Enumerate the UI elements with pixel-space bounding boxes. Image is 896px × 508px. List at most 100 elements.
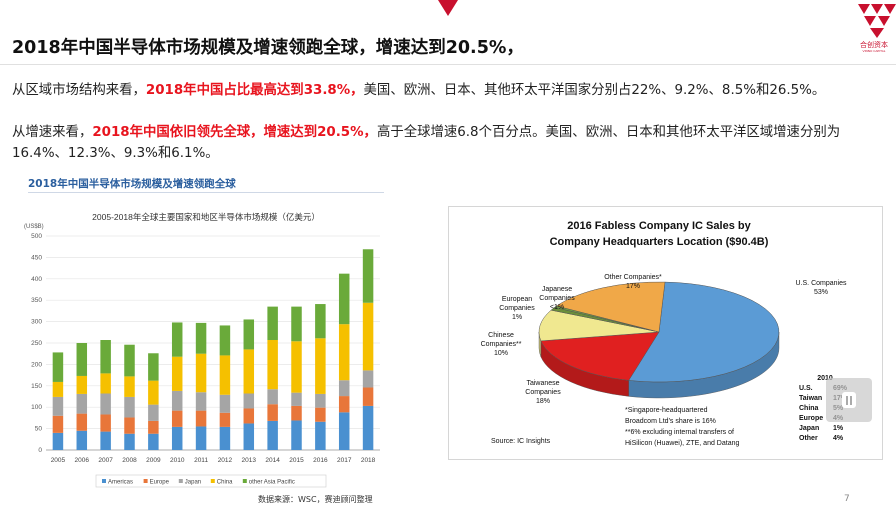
bar-segment [315,304,326,339]
y-axis-label: (US$B) [24,224,44,230]
table-row-label: China [799,405,819,412]
bar-segment [124,344,135,377]
bar-segment [52,432,64,450]
bar-segment [243,408,255,424]
legend-swatch [210,479,215,483]
bar-segment [171,356,183,391]
x-tick-label: 2009 [146,457,161,464]
bar-segment [338,396,350,413]
bar-segment [338,380,350,397]
bar-segment [124,396,135,418]
bar-segment [76,430,88,450]
table-row-label: U.S. [799,385,813,392]
pie-note: Broadcom Ltd's share is 16% [625,418,716,425]
bar-segment [315,407,326,422]
y-tick-label: 50 [35,426,43,433]
bar-segment [148,380,159,405]
bar-segment [267,306,278,341]
pie-note: *Singapore-headquartered [625,407,708,414]
pie-slice-label: European Companies 1% [499,296,535,321]
table-row-label: Other [799,435,818,442]
pie-slice-label: Taiwanese Companies 18% [525,380,561,405]
x-tick-label: 2007 [98,457,113,464]
y-tick-label: 0 [38,447,42,454]
title-divider [0,64,896,65]
slide-title: 2018年中国半导体市场规模及增速领跑全球，增速达到20.5%， [12,38,524,58]
bar-segment [100,373,111,394]
y-tick-label: 400 [31,276,42,283]
legend-swatch [178,479,183,483]
logo-text: 合创资本 [860,41,888,49]
bar-segment [100,340,111,374]
x-tick-label: 2013 [242,457,257,464]
bar-segment [124,376,135,397]
bar-segment [243,349,255,394]
y-tick-label: 450 [31,254,42,261]
left-section-title: 2018年中国半导体市场规模及增速领跑全球 [28,178,236,190]
bar-segment [124,417,135,434]
table-row-value: 1% [833,425,844,432]
legend-swatch [143,479,148,483]
bar-segment [267,340,278,390]
paragraph1-highlight: 2018年中国占比最高达到33.8%， [145,83,364,98]
bar-segment [243,423,255,450]
bar-segment [291,392,302,406]
bar-segment [171,410,183,427]
bar-segment [362,249,374,303]
bar-segment [219,325,231,356]
legend-swatch [102,479,106,483]
pause-icon[interactable] [841,390,857,410]
bar-segment [315,338,326,394]
pie-note: HiSilicon (Huawei), ZTE, and Datang [625,440,739,447]
bar-segment [195,426,207,450]
bar-segment [338,273,350,325]
bar-segment [291,405,302,421]
y-tick-label: 200 [31,361,42,368]
x-tick-label: 2005 [51,457,66,464]
legend-label: Europe [150,480,170,486]
pie-note: **6% excluding internal transfers of [625,429,734,436]
x-tick-label: 2006 [75,457,90,464]
paragraph2-highlight: 2018年中国依旧领先全球，增速达到20.5%， [92,125,377,140]
bar-segment [291,306,302,342]
bar-segment [76,393,88,414]
paragraph2-post: 高于全球增速6.8个百分点。美国、欧洲、日本和其他环太平洋区域增速分别为16.4… [12,125,841,161]
paragraph-growth: 从增速来看，2018年中国依旧领先全球，增速达到20.5%，高于全球增速6.8个… [12,122,862,164]
pie-source: Source: IC Insights [491,438,551,445]
bar-segment [195,410,207,427]
x-tick-label: 2010 [170,457,185,464]
bar-segment [148,404,159,421]
page-number: 7 [844,494,850,504]
table-row-label: Taiwan [799,395,822,402]
bar-segment [76,343,88,376]
bar-segment [124,433,135,450]
bar-segment [148,420,159,434]
bar-segment [52,415,64,433]
legend-swatch [242,479,247,483]
bar-segment [195,392,207,411]
bar-segment [219,394,231,413]
pie-slice [538,309,660,342]
pie-slice-label: Japanese Companies <1% [539,286,575,311]
logo-triangles-icon [858,4,896,38]
pie-slice-label: Chinese Companies** 10% [481,332,522,357]
fabless-pie-panel: 2016 Fabless Company IC Sales by Company … [448,206,883,460]
bar-segment [243,319,255,350]
stacked-bar-chart: 2005-2018年全球主要国家和地区半导体市场规模（亿美元） (US$B) 0 50… [24,212,380,488]
legend-label: Japan [185,480,201,486]
y-tick-label: 250 [31,340,42,347]
pie-slice-label: U.S. Companies 53% [796,280,847,296]
y-tick-label: 350 [31,297,42,304]
bar-segment [362,387,374,406]
legend-label: other Asia Pacific [249,480,295,486]
bar-segment [100,414,111,432]
bar-segment [76,375,88,394]
x-tick-label: 2011 [194,457,208,464]
bar-segment [219,426,231,450]
legend-label: China [217,480,233,486]
pie-title-line-1: 2016 Fabless Company IC Sales by [567,220,751,232]
bar-segment [219,412,231,427]
y-tick-label: 300 [31,319,42,326]
bar-segment [171,322,183,357]
y-tick-label: 150 [31,383,42,390]
